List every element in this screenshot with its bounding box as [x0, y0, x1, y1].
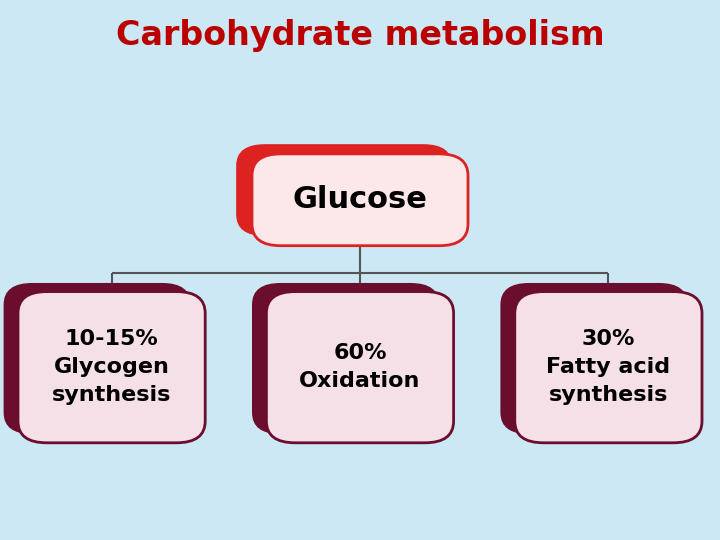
- Text: Carbohydrate metabolism: Carbohydrate metabolism: [116, 18, 604, 52]
- FancyBboxPatch shape: [252, 154, 468, 246]
- FancyBboxPatch shape: [4, 283, 191, 434]
- FancyBboxPatch shape: [266, 292, 454, 443]
- FancyBboxPatch shape: [515, 292, 702, 443]
- Text: 30%
Fatty acid
synthesis: 30% Fatty acid synthesis: [546, 329, 670, 405]
- Text: Glucose: Glucose: [292, 185, 428, 214]
- FancyBboxPatch shape: [500, 283, 688, 434]
- FancyBboxPatch shape: [252, 283, 439, 434]
- Text: 60%
Oxidation: 60% Oxidation: [300, 343, 420, 391]
- FancyBboxPatch shape: [236, 144, 452, 236]
- FancyBboxPatch shape: [18, 292, 205, 443]
- Text: 10-15%
Glycogen
synthesis: 10-15% Glycogen synthesis: [52, 329, 171, 405]
